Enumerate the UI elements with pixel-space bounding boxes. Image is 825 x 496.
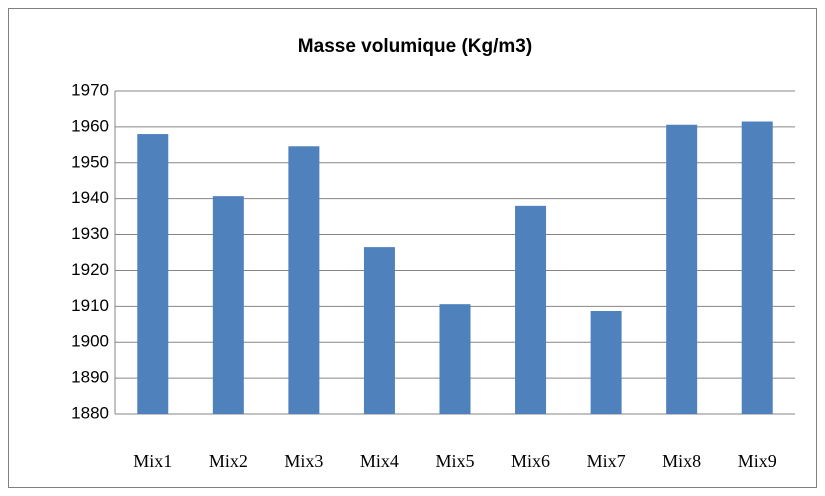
x-tick-label: Mix3 bbox=[284, 451, 323, 471]
x-tick-label: Mix5 bbox=[435, 451, 474, 471]
x-tick-label: Mix7 bbox=[587, 451, 626, 471]
x-tick-label: Mix1 bbox=[133, 451, 172, 471]
bar bbox=[363, 247, 395, 414]
x-tick-label: Mix8 bbox=[662, 451, 701, 471]
y-tick-label: 1960 bbox=[71, 116, 109, 135]
bar bbox=[212, 196, 244, 414]
x-tick-label: Mix2 bbox=[209, 451, 248, 471]
chart-title: Masse volumique (Kg/m3) bbox=[298, 36, 532, 57]
y-tick-label: 1920 bbox=[71, 260, 109, 279]
bar bbox=[137, 134, 169, 415]
x-tick-label: Mix6 bbox=[511, 451, 550, 471]
y-tick-label: 1930 bbox=[71, 224, 109, 243]
bar bbox=[439, 304, 471, 414]
bar bbox=[288, 146, 320, 414]
bar bbox=[515, 205, 547, 414]
y-tick-label: 1890 bbox=[71, 368, 109, 387]
y-tick-label: 1950 bbox=[71, 152, 109, 171]
bar bbox=[741, 121, 773, 414]
y-tick-label: 1880 bbox=[71, 403, 109, 422]
y-tick-label: 1910 bbox=[71, 296, 109, 315]
x-tick-label: Mix4 bbox=[360, 451, 399, 471]
y-tick-label: 1900 bbox=[71, 332, 109, 351]
y-tick-label: 1970 bbox=[71, 80, 109, 99]
y-tick-label: 1940 bbox=[71, 188, 109, 207]
bar bbox=[666, 124, 698, 414]
x-tick-label: Mix9 bbox=[738, 451, 777, 471]
bar bbox=[590, 310, 622, 414]
